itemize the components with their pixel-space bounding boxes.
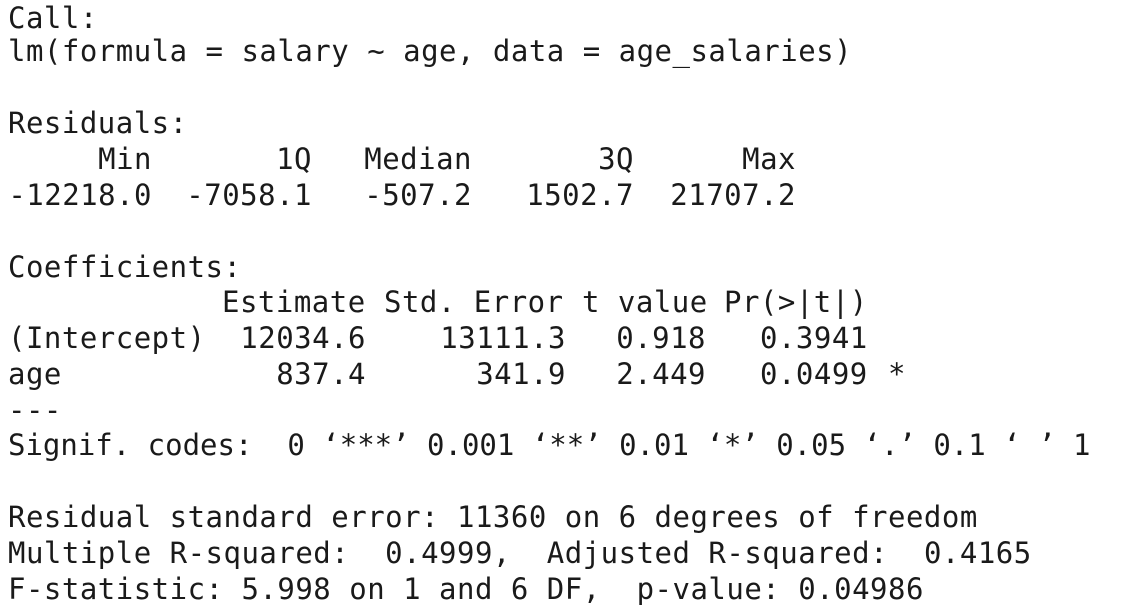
residual-value-1q: -7058.1 [186, 178, 312, 212]
residual-standard-error: Residual standard error: 11360 on 6 degr… [8, 500, 978, 534]
residual-value-3q: 1502.7 [526, 178, 634, 212]
coef-separator: --- [8, 393, 62, 427]
residual-label-min: Min [98, 142, 152, 176]
residual-value-median: -507.2 [364, 178, 472, 212]
coef-row-p-value: 0.0499 [760, 357, 868, 391]
call-heading: Call: [8, 1, 98, 35]
coef-col-estimate: Estimate [222, 285, 366, 319]
residual-label-median: Median [364, 142, 472, 176]
residuals-heading: Residuals: [8, 106, 188, 140]
coef-col-std-error: Std. Error [384, 285, 564, 319]
f-statistic-line: F-statistic: 5.998 on 1 and 6 DF, p-valu… [8, 572, 924, 606]
coef-row-t-value: 0.918 [616, 321, 706, 355]
residual-value-max: 21707.2 [670, 178, 796, 212]
residual-label-max: Max [742, 142, 796, 176]
residual-label-3q: 3Q [598, 142, 634, 176]
coef-row-p-value: 0.3941 [760, 321, 868, 355]
coef-row-std-error: 13111.3 [440, 321, 566, 355]
signif-codes-legend: Signif. codes: 0 ‘***’ 0.001 ‘**’ 0.01 ‘… [8, 428, 1091, 462]
coef-row-std-error: 341.9 [476, 357, 566, 391]
coef-row-signif-star: * [888, 357, 906, 391]
r-squared-line: Multiple R-squared: 0.4999, Adjusted R-s… [8, 536, 1032, 570]
coef-row-term: (Intercept) [8, 321, 206, 355]
call-formula: lm(formula = salary ~ age, data = age_sa… [8, 34, 853, 68]
coef-row-estimate: 837.4 [276, 357, 366, 391]
coef-col-p-value: Pr(>|t|) [724, 285, 868, 319]
coef-row-t-value: 2.449 [616, 357, 706, 391]
coef-row-term: age [8, 357, 62, 391]
residual-label-1q: 1Q [276, 142, 312, 176]
coef-col-t-value: t value [582, 285, 708, 319]
coef-row-estimate: 12034.6 [240, 321, 366, 355]
coefficients-heading: Coefficients: [8, 250, 242, 284]
residual-value-min: -12218.0 [8, 178, 152, 212]
